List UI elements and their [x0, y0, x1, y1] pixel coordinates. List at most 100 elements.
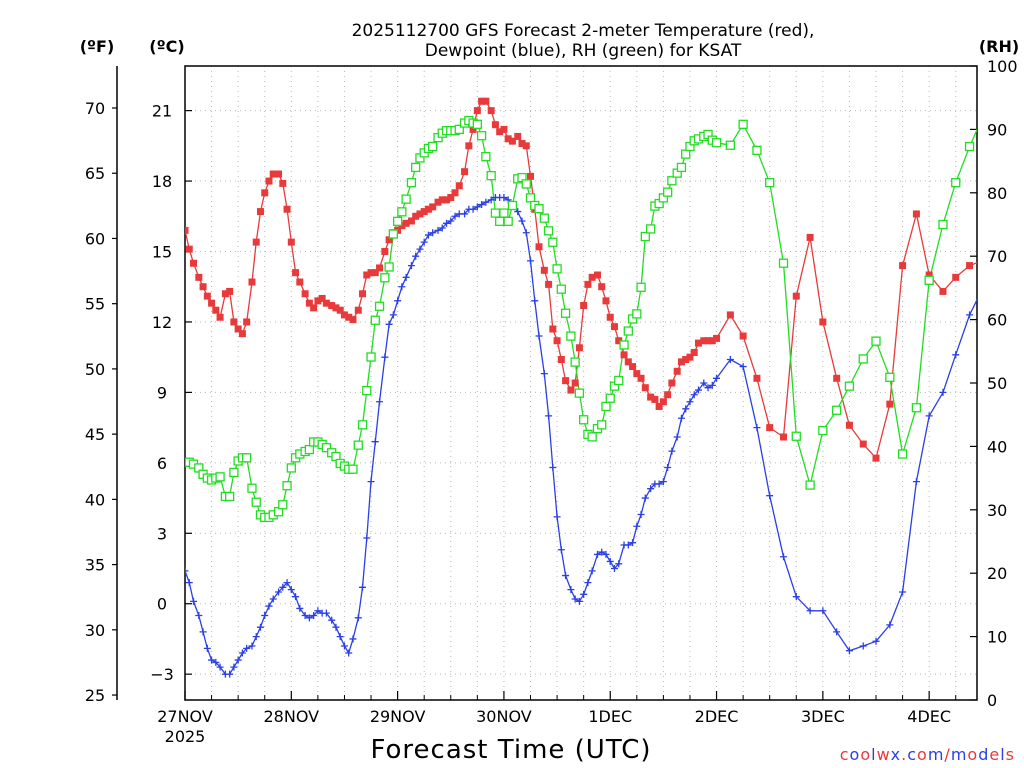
- dewpoint-point: [677, 414, 685, 422]
- series-markers: [185, 97, 975, 678]
- temperature-point: [238, 330, 246, 338]
- temperature-point: [318, 294, 326, 302]
- rh-point: [676, 162, 687, 173]
- x-tick-label: 3DEC: [801, 707, 845, 726]
- temperature-point: [487, 107, 495, 115]
- rh-point: [579, 415, 589, 425]
- temperature-point: [429, 203, 437, 211]
- rh-point: [304, 444, 315, 455]
- temperature-point: [443, 196, 451, 204]
- x-tick-sublabel: 2025: [165, 727, 206, 746]
- dewpoint-point: [429, 229, 437, 237]
- temperature-point: [633, 370, 641, 378]
- dewpoint-point: [340, 642, 348, 650]
- dewpoint-point: [359, 583, 367, 591]
- temperature-point: [651, 395, 659, 403]
- temperature-point: [580, 302, 588, 310]
- temperature-point: [575, 344, 583, 352]
- temperature-point: [212, 306, 220, 314]
- dewpoint-point: [212, 658, 220, 666]
- dewpoint-point: [416, 245, 424, 253]
- temperature-point: [185, 245, 193, 253]
- dewpoint-point: [952, 351, 960, 359]
- dewpoint-point: [292, 593, 300, 601]
- rh-point: [353, 440, 363, 450]
- temperature-point: [690, 348, 698, 356]
- temperature-point: [376, 264, 384, 272]
- temperature-point: [966, 262, 974, 270]
- dewpoint-point: [345, 649, 353, 657]
- rh-point: [605, 393, 615, 403]
- dewpoint-point: [659, 478, 667, 486]
- rh-tick-label: 30: [987, 501, 1007, 520]
- temperature-point: [185, 226, 189, 234]
- temperature-point: [939, 287, 947, 295]
- credit-letter: m: [951, 745, 968, 764]
- credit-link[interactable]: coolwx.com/models: [840, 745, 1015, 764]
- rh-point: [548, 237, 558, 247]
- temperature-point: [668, 379, 676, 387]
- dewpoint-point: [424, 231, 432, 239]
- rh-point: [406, 178, 417, 188]
- rh-point: [348, 464, 358, 474]
- temperature-point: [708, 337, 716, 345]
- dewpoint-point: [557, 546, 565, 554]
- temperature-point: [340, 311, 348, 319]
- dewpoint-point: [584, 579, 592, 587]
- temperature-point: [455, 182, 463, 190]
- x-tick-label: 2DEC: [695, 707, 739, 726]
- rh-point: [924, 275, 934, 285]
- rh-point: [229, 467, 239, 478]
- rh-point: [844, 381, 855, 391]
- rh-point: [614, 375, 624, 386]
- dewpoint-point: [602, 550, 610, 558]
- temperature-point: [434, 198, 442, 206]
- dewpoint-point: [925, 412, 933, 420]
- dewpoint-point: [332, 623, 340, 631]
- fahrenheit-tick-label: 40: [85, 490, 105, 509]
- dewpoint-point: [593, 550, 601, 558]
- rh-point: [366, 352, 376, 362]
- temperature-point: [345, 313, 353, 321]
- dewpoint-point: [647, 485, 655, 493]
- temperature-point: [203, 292, 211, 300]
- credit-letter: .: [901, 745, 907, 764]
- dewpoint-point: [673, 433, 681, 441]
- rh-point: [397, 207, 407, 217]
- temperature-point: [248, 278, 256, 286]
- temperature-point: [549, 325, 557, 333]
- credit-letter: c: [907, 745, 917, 764]
- dewpoint-point: [310, 611, 318, 619]
- dewpoint-point: [216, 663, 224, 671]
- temperature-point: [655, 402, 663, 410]
- dewpoint-point: [190, 597, 198, 605]
- temperature-point: [584, 280, 592, 288]
- temperature-point: [322, 299, 330, 307]
- temperature-point: [615, 337, 623, 345]
- dewpoint-point: [487, 196, 495, 204]
- dewpoint-point: [806, 607, 814, 615]
- dewpoint-point: [185, 567, 189, 575]
- celsius-tick-label: 21: [152, 102, 172, 121]
- temperature-point: [199, 283, 207, 291]
- rh-point: [247, 483, 257, 493]
- rh-point: [911, 403, 922, 413]
- credit-letter: l: [871, 745, 876, 764]
- rh-point: [632, 309, 642, 319]
- temperature-point: [465, 142, 473, 150]
- dewpoint-point: [575, 597, 583, 605]
- temperature-point: [886, 400, 894, 408]
- temperature-point: [447, 193, 455, 201]
- rh-point: [619, 340, 629, 350]
- dewpoint-point: [451, 212, 459, 220]
- rh-point: [858, 354, 868, 364]
- temperature-point: [682, 356, 690, 364]
- temperature-point: [314, 297, 322, 305]
- temperature-point: [473, 107, 481, 115]
- dewpoint-point: [527, 257, 535, 265]
- rh-point: [597, 420, 607, 430]
- x-tick-label: 4DEC: [907, 707, 951, 726]
- temperature-point: [359, 290, 367, 298]
- dewpoint-point: [766, 492, 774, 500]
- temperature-point: [664, 391, 672, 399]
